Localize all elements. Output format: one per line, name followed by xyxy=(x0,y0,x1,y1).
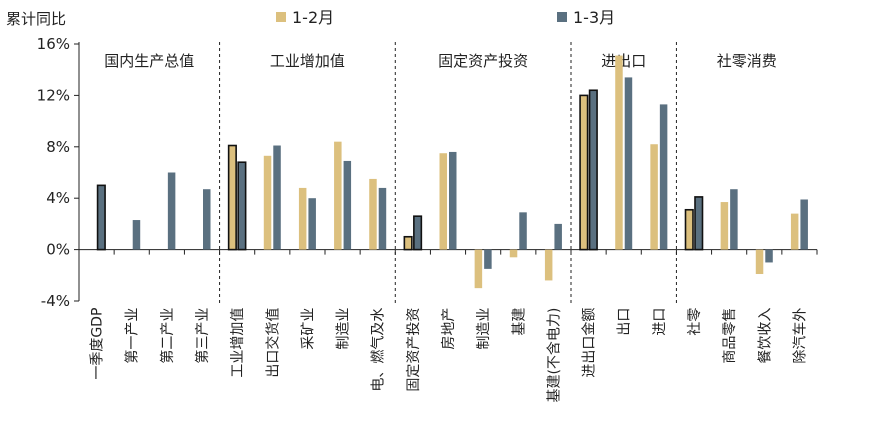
bars xyxy=(96,55,808,289)
bar-series1 xyxy=(439,153,447,250)
bar-series1 xyxy=(544,249,553,281)
bar-series2 xyxy=(554,223,562,250)
y-tick-label: 0% xyxy=(46,241,70,259)
bar-series2 xyxy=(484,249,492,269)
bar-series2 xyxy=(132,220,141,250)
bar-series2 xyxy=(588,89,598,251)
y-tick-label: 4% xyxy=(46,189,70,207)
y-tick-label: -4% xyxy=(41,292,70,310)
category-label: 基建(不含电力) xyxy=(545,308,562,403)
bar-series1 xyxy=(579,94,589,251)
bar-series2 xyxy=(308,198,316,250)
category-label: 除汽车外 xyxy=(791,308,808,364)
legend: 1-2月 1-3月 xyxy=(276,8,615,27)
bar-series2 xyxy=(800,199,808,250)
axes: -4% 0% 4% 8% 12% 16% 国内生产总值 工业增加值 固定资产投资 进出口 社零消费 xyxy=(37,35,818,310)
category-label: 进出口金额 xyxy=(582,308,598,378)
legend-swatch-2 xyxy=(557,12,567,22)
category-label: 电、燃气及水 xyxy=(370,308,387,392)
bar-series2 xyxy=(765,249,773,263)
bar-series1 xyxy=(615,55,623,250)
category-labels: 一季度GDP 第一产业 第二产业 第三产业 工业增加值 出口交货值 采矿业 制造业 电、燃气及水… xyxy=(90,308,809,403)
bar-series2 xyxy=(273,145,281,250)
bar-series1 xyxy=(227,144,237,251)
category-label: 第三产业 xyxy=(194,308,211,364)
category-label: 基建 xyxy=(510,308,527,336)
category-label: 餐饮收入 xyxy=(757,308,773,364)
bar-series2 xyxy=(694,196,704,251)
legend-label-2: 1-3月 xyxy=(573,8,615,27)
group-title: 进出口 xyxy=(601,52,646,70)
category-label: 工业增加值 xyxy=(230,308,246,378)
bar-series2 xyxy=(96,184,106,251)
category-label: 房地产 xyxy=(441,308,457,350)
bar-series2 xyxy=(378,187,387,250)
group-title: 工业增加值 xyxy=(270,52,345,70)
bar-series1 xyxy=(263,155,272,250)
bar-series2 xyxy=(659,104,668,250)
category-label: 采矿业 xyxy=(300,308,316,350)
bar-series1 xyxy=(684,208,694,251)
category-label: 一季度GDP xyxy=(90,308,106,380)
bar-series2 xyxy=(413,215,423,251)
bar-series2 xyxy=(730,189,738,250)
category-label: 商品零售 xyxy=(722,308,738,364)
bar-series2 xyxy=(624,77,633,250)
group-title: 国内生产总值 xyxy=(104,52,194,70)
bar-series1 xyxy=(334,141,342,250)
bar-series1 xyxy=(298,187,307,250)
y-tick-label: 12% xyxy=(37,86,70,104)
group-title: 社零消费 xyxy=(717,52,777,70)
category-label: 固定资产投资 xyxy=(406,308,422,392)
category-label: 社零 xyxy=(687,308,703,336)
bar-series2 xyxy=(167,172,176,250)
bar-series2 xyxy=(237,161,247,251)
bar-series2 xyxy=(449,151,457,250)
bar-series1 xyxy=(474,249,483,289)
bar-series1 xyxy=(369,178,377,250)
category-label: 第二产业 xyxy=(159,308,176,364)
y-axis-title: 累计同比 xyxy=(6,10,66,28)
bar-series2 xyxy=(519,212,527,250)
y-tick-label: 8% xyxy=(46,138,70,156)
category-label: 制造业 xyxy=(476,308,492,350)
bar-series1 xyxy=(790,213,799,250)
legend-swatch-1 xyxy=(276,12,286,22)
bar-series1 xyxy=(755,249,764,275)
bar-series1 xyxy=(403,235,413,251)
bar-series2 xyxy=(203,189,211,250)
bar-series1 xyxy=(720,202,729,250)
bar-series1 xyxy=(509,249,518,258)
category-label: 第一产业 xyxy=(124,308,141,364)
bar-series2 xyxy=(343,160,352,250)
legend-label-1: 1-2月 xyxy=(292,8,334,27)
group-title: 固定资产投资 xyxy=(438,52,528,70)
category-label: 进口 xyxy=(652,308,668,336)
y-tick-label: 16% xyxy=(37,35,70,53)
category-label: 出口 xyxy=(617,308,633,336)
bar-series1 xyxy=(650,144,658,250)
category-label: 出口交货值 xyxy=(264,308,281,378)
category-label: 制造业 xyxy=(336,308,352,350)
